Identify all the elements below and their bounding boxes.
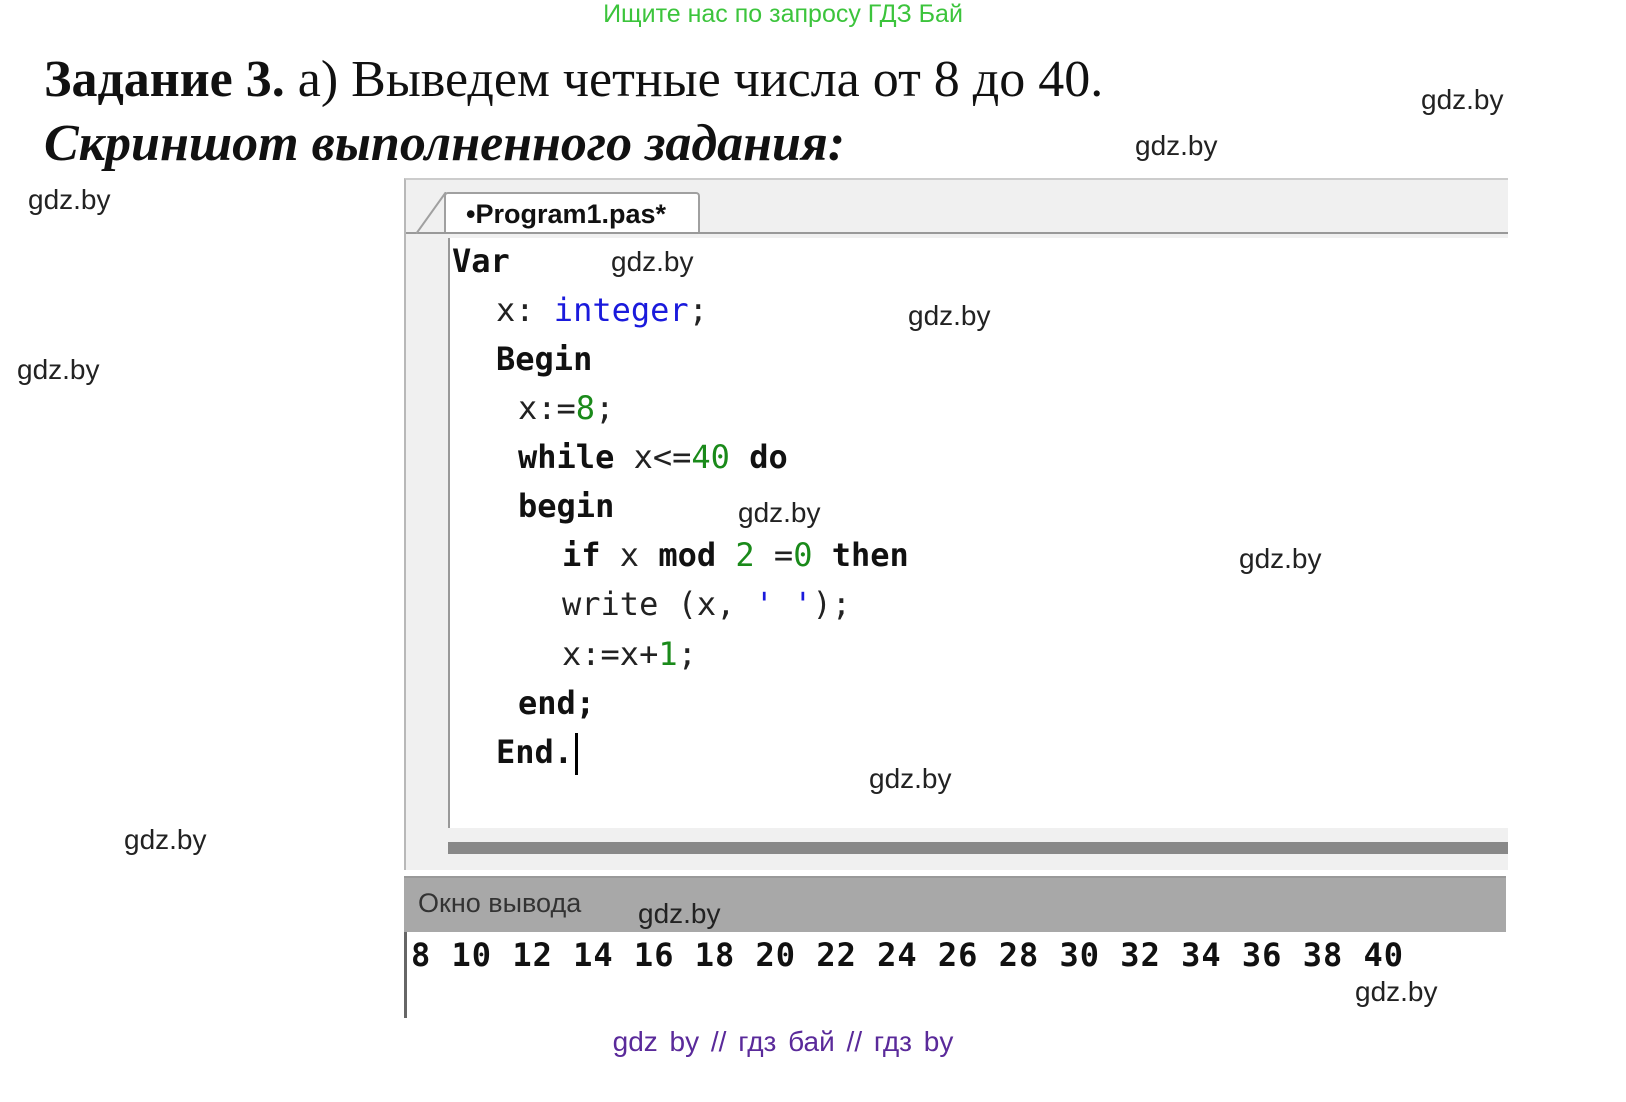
tab-program1[interactable]: •Program1.pas* — [444, 192, 700, 232]
code-token: x:=x+ — [562, 635, 659, 673]
code-token: 40 — [691, 438, 730, 476]
output-panel: Окно вывода 8 10 12 14 16 18 20 22 24 26… — [404, 876, 1506, 1018]
watermark: gdz.by — [869, 763, 952, 794]
search-banner: Ищите нас по запросу ГДЗ Бай — [603, 0, 963, 28]
output-body: 8 10 12 14 16 18 20 22 24 26 28 30 32 34… — [404, 932, 1506, 1018]
code-line: begin — [518, 487, 615, 525]
code-token: x:= — [518, 389, 576, 427]
output-text: 8 10 12 14 16 18 20 22 24 26 28 30 32 34… — [411, 936, 1405, 974]
code-token: if — [562, 536, 601, 574]
code-line: End. — [496, 733, 579, 775]
output-header: Окно вывода — [404, 876, 1506, 932]
code-token: ; — [688, 291, 708, 329]
watermark: gdz.by — [611, 246, 694, 277]
footer-watermark: gdz by // гдз бай // гдз by — [612, 1026, 954, 1057]
code-line: end; — [518, 684, 596, 722]
watermark: gdz.by — [638, 898, 721, 929]
watermark: gdz.by — [1239, 543, 1322, 574]
code-line: Begin — [496, 340, 593, 378]
code-token: while — [518, 438, 615, 476]
code-line: write (x, ' '); — [562, 585, 851, 623]
code-token: x — [600, 536, 659, 574]
code-token — [812, 536, 831, 574]
code-token: ; — [595, 389, 615, 427]
code-token: 2 — [735, 536, 755, 574]
code-token — [716, 536, 735, 574]
watermark: gdz.by — [28, 184, 111, 215]
code-token: 8 — [575, 389, 596, 427]
code-token: End. — [496, 733, 574, 771]
task-text: а) Выведем четные числа от 8 до 40. — [284, 51, 1104, 108]
code-line: while x<=40 do — [518, 438, 788, 476]
code-editor: •Program1.pas* Var x: integer; Begin x:=… — [404, 178, 1508, 870]
code-token: integer — [553, 291, 689, 329]
code-line: x: integer; — [496, 291, 708, 329]
horizontal-scrollbar[interactable] — [448, 842, 1508, 854]
output-label: Окно вывода — [418, 888, 582, 918]
code-token: write (x, — [562, 585, 755, 623]
code-token: ); — [812, 585, 851, 623]
watermark: gdz.by — [1355, 976, 1438, 1007]
code-token: x: — [496, 291, 554, 329]
code-token: = — [754, 536, 794, 574]
code-token: do — [749, 438, 788, 476]
code-token: ; — [677, 635, 697, 673]
code-token: x<= — [614, 438, 692, 476]
code-line: x:=x+1; — [562, 635, 697, 673]
code-line: if x mod 2 =0 then — [562, 536, 909, 574]
watermark: gdz.by — [1421, 84, 1504, 115]
code-token — [730, 438, 749, 476]
code-line: x:=8; — [518, 389, 614, 427]
watermark: gdz.by — [908, 300, 991, 331]
code-token: ' ' — [754, 585, 813, 623]
text-cursor — [575, 733, 579, 775]
watermark: gdz.by — [17, 354, 100, 385]
code-area[interactable]: Var x: integer; Begin x:=8; while x<=40 … — [448, 238, 1508, 828]
code-token: 1 — [658, 635, 678, 673]
code-line: Var — [452, 242, 510, 280]
watermark: gdz.by — [738, 497, 821, 528]
task-title: Задание 3. а) Выведем четные числа от 8 … — [44, 50, 1103, 109]
watermark: gdz.by — [1135, 130, 1218, 161]
task-subtitle: Скриншот выполненного задания: — [44, 115, 846, 172]
watermark: gdz.by — [124, 824, 207, 855]
tab-strip: •Program1.pas* — [406, 180, 1508, 234]
code-token: then — [831, 536, 909, 574]
tab-slant-decoration — [416, 192, 446, 234]
code-token: 0 — [793, 536, 813, 574]
task-label: Задание 3. — [44, 51, 285, 108]
code-token: mod — [658, 536, 717, 574]
